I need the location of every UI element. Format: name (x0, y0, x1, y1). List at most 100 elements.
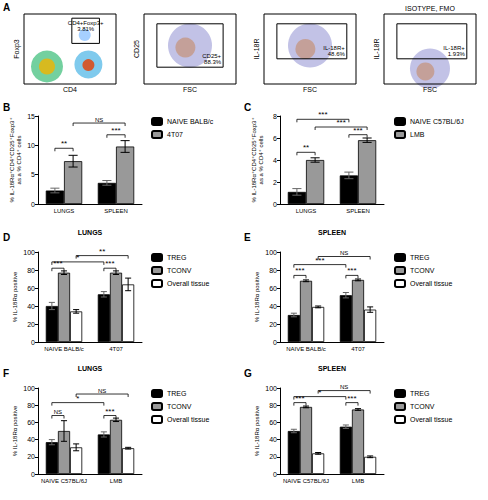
svg-text:40: 40 (27, 303, 35, 310)
svg-text:4T07: 4T07 (167, 131, 183, 138)
svg-text:NAIVE C57BL/6J: NAIVE C57BL/6J (410, 118, 464, 125)
svg-text:NAIVE BALB/c: NAIVE BALB/c (167, 118, 214, 125)
svg-text:15: 15 (27, 113, 35, 120)
svg-text:100: 100 (265, 385, 277, 392)
svg-text:as a % CD4⁺ cells: as a % CD4⁺ cells (16, 136, 22, 185)
svg-text:SPLEEN: SPLEEN (346, 208, 370, 214)
svg-text:% IL-18Rα⁺CD4⁺CD25⁺Foxp3⁺: % IL-18Rα⁺CD4⁺CD25⁺Foxp3⁺ (251, 117, 257, 202)
svg-text:***: *** (295, 394, 304, 403)
svg-text:Overall tissue: Overall tissue (167, 416, 210, 423)
svg-text:60: 60 (269, 285, 277, 292)
svg-text:48.6%: 48.6% (328, 51, 346, 57)
svg-text:2: 2 (273, 179, 277, 186)
svg-text:% IL-18Rα positive: % IL-18Rα positive (254, 271, 260, 322)
svg-text:LUNGS: LUNGS (78, 365, 103, 372)
svg-text:NS: NS (340, 384, 348, 390)
svg-text:8: 8 (273, 113, 277, 120)
svg-text:0: 0 (31, 471, 35, 478)
svg-text:60: 60 (27, 419, 35, 426)
svg-text:0: 0 (31, 339, 35, 346)
svg-text:LMB: LMB (110, 478, 122, 484)
svg-text:TREG: TREG (410, 254, 429, 261)
svg-text:60: 60 (269, 419, 277, 426)
svg-text:LMB: LMB (410, 131, 425, 138)
svg-text:4T07: 4T07 (351, 346, 365, 352)
svg-text:NAIVE C57BL/6J: NAIVE C57BL/6J (41, 478, 87, 484)
svg-text:0: 0 (273, 339, 277, 346)
svg-text:**: ** (303, 143, 309, 152)
svg-text:TREG: TREG (167, 254, 186, 261)
svg-text:20: 20 (269, 321, 277, 328)
svg-text:IL-18R: IL-18R (253, 38, 260, 59)
svg-text:5: 5 (31, 171, 35, 178)
svg-text:20: 20 (27, 453, 35, 460)
svg-text:*: * (76, 394, 79, 403)
svg-text:NAIVE C57BL/6J: NAIVE C57BL/6J (283, 478, 329, 484)
svg-text:10: 10 (27, 142, 35, 149)
svg-text:***: *** (315, 256, 324, 265)
svg-text:NAIVE BALB/c: NAIVE BALB/c (44, 346, 84, 352)
svg-text:**: ** (61, 139, 67, 148)
svg-text:4: 4 (273, 157, 277, 164)
svg-text:***: *** (347, 394, 356, 403)
svg-text:% IL-18Rα positive: % IL-18Rα positive (12, 405, 18, 456)
svg-text:SPLEEN: SPLEEN (318, 365, 346, 372)
svg-text:% IL-18Rα positive: % IL-18Rα positive (254, 405, 260, 456)
svg-text:CD25: CD25 (133, 40, 140, 58)
svg-text:SPLEEN: SPLEEN (318, 229, 346, 236)
svg-text:LMB: LMB (352, 478, 364, 484)
svg-text:TCONV: TCONV (410, 267, 435, 274)
svg-text:Overall tissue: Overall tissue (167, 280, 210, 287)
svg-text:***: *** (105, 407, 114, 416)
svg-text:3.81%: 3.81% (77, 26, 95, 32)
svg-text:NS: NS (54, 409, 62, 415)
svg-text:NS: NS (98, 388, 106, 394)
svg-text:1.93%: 1.93% (448, 51, 466, 57)
svg-text:***: *** (105, 259, 114, 268)
svg-text:LUNGS: LUNGS (78, 229, 103, 236)
svg-text:80: 80 (269, 402, 277, 409)
svg-text:D: D (3, 232, 10, 243)
svg-text:F: F (3, 368, 9, 379)
svg-text:FSC: FSC (183, 86, 197, 93)
svg-text:ISOTYPE, FMO: ISOTYPE, FMO (405, 5, 455, 12)
svg-text:TCONV: TCONV (410, 403, 435, 410)
svg-text:**: ** (99, 247, 105, 256)
svg-text:***: *** (53, 259, 62, 268)
svg-text:0: 0 (31, 201, 35, 208)
svg-text:E: E (244, 232, 251, 243)
svg-text:80: 80 (269, 267, 277, 274)
svg-text:A: A (3, 2, 10, 13)
svg-text:***: *** (318, 110, 327, 119)
svg-text:***: *** (347, 266, 356, 275)
svg-text:TCONV: TCONV (167, 267, 192, 274)
svg-text:*: * (76, 253, 79, 262)
svg-text:40: 40 (269, 436, 277, 443)
svg-text:80: 80 (27, 267, 35, 274)
svg-text:FSC: FSC (423, 86, 437, 93)
svg-text:IL-18R: IL-18R (373, 38, 380, 59)
svg-text:FSC: FSC (303, 86, 317, 93)
svg-text:LUNGS: LUNGS (296, 208, 317, 214)
svg-text:***: *** (295, 266, 304, 275)
svg-text:SPLEEN: SPLEEN (104, 208, 128, 214)
svg-text:*: * (318, 388, 321, 397)
svg-text:4T07: 4T07 (109, 346, 123, 352)
svg-text:60: 60 (27, 285, 35, 292)
svg-text:0: 0 (273, 471, 277, 478)
svg-text:% IL-18Rα⁺CD4⁺CD25⁺Foxp3⁺: % IL-18Rα⁺CD4⁺CD25⁺Foxp3⁺ (9, 117, 15, 202)
svg-text:6: 6 (273, 135, 277, 142)
svg-text:TCONV: TCONV (167, 403, 192, 410)
svg-text:***: *** (111, 126, 120, 135)
svg-text:0: 0 (273, 201, 277, 208)
svg-text:G: G (244, 368, 252, 379)
svg-text:as a % CD4⁺ cells: as a % CD4⁺ cells (258, 136, 264, 185)
svg-text:88.3%: 88.3% (204, 59, 222, 65)
svg-text:Overall tissue: Overall tissue (410, 280, 453, 287)
svg-text:80: 80 (27, 402, 35, 409)
svg-text:B: B (3, 102, 10, 113)
svg-text:20: 20 (27, 321, 35, 328)
svg-text:% IL-18Rα positive: % IL-18Rα positive (12, 271, 18, 322)
svg-text:Foxp3: Foxp3 (13, 39, 21, 59)
svg-text:C: C (244, 102, 251, 113)
